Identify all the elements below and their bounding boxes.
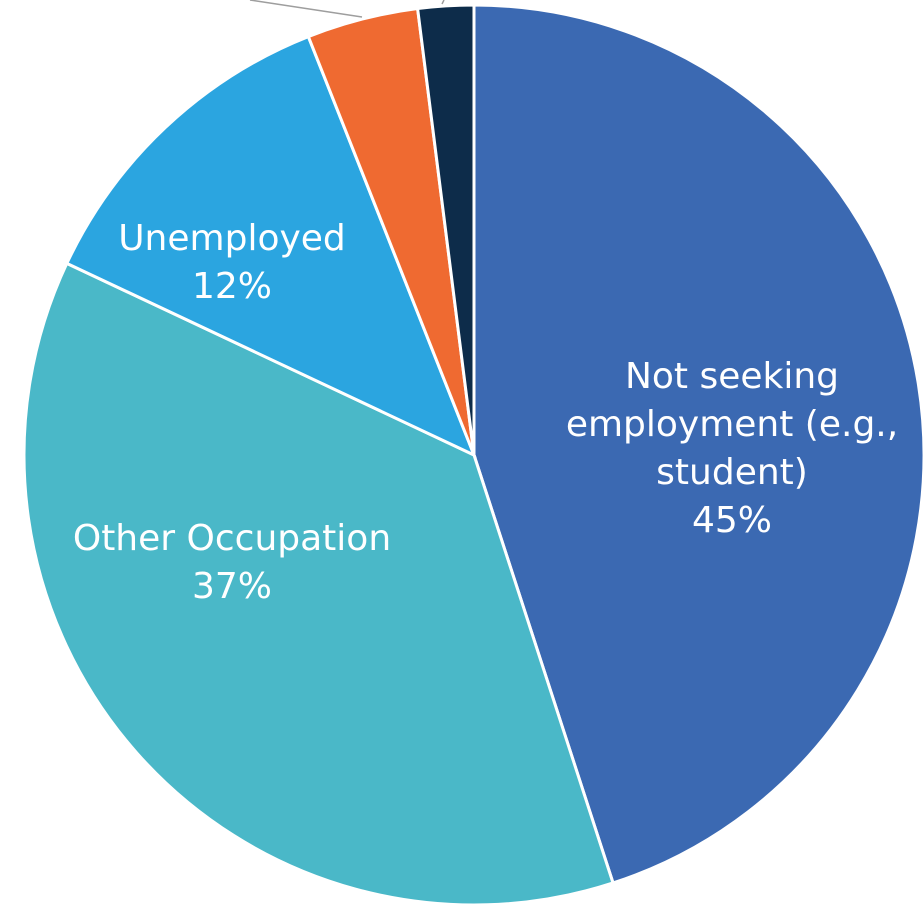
slice-label-line: employment (e.g., bbox=[566, 404, 898, 445]
slices-layer bbox=[22, 3, 923, 907]
leader-line-0 bbox=[249, 0, 363, 18]
slice-label-line: Unemployed bbox=[118, 218, 346, 259]
pie-slice-4 bbox=[415, 3, 476, 456]
slice-label-line: 12% bbox=[192, 266, 272, 307]
leader-line-1 bbox=[441, 0, 445, 5]
slice-label-line: Not seeking bbox=[625, 356, 839, 397]
pie-slice-2 bbox=[64, 34, 477, 458]
slice-label-1: Other Occupation 37% bbox=[73, 518, 391, 607]
slice-label-line: 45% bbox=[692, 500, 772, 541]
slice-labels: Not seeking employment (e.g., student) 45% O… bbox=[73, 218, 898, 607]
slice-label-2: Unemployed 12% bbox=[118, 218, 346, 307]
slice-label-0: Not seeking employment (e.g., student) 45% bbox=[566, 356, 898, 541]
pie-slice-0 bbox=[472, 3, 923, 885]
slice-label-line: Other Occupation bbox=[73, 518, 391, 559]
leader-lines bbox=[249, 0, 445, 18]
pie-slice-1 bbox=[22, 261, 615, 907]
slice-label-line: 37% bbox=[192, 566, 272, 607]
slice-label-line: student) bbox=[656, 452, 808, 493]
